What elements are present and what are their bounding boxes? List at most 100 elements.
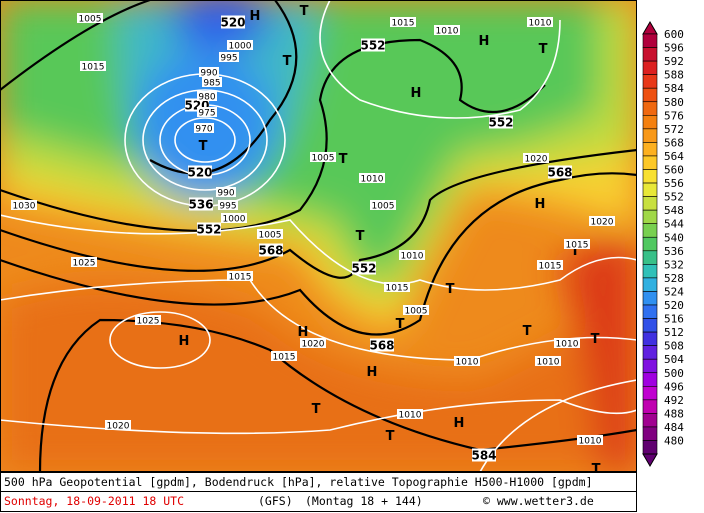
footer-model: (GFS) [258,494,293,508]
colorbar-label: 516 [664,313,684,326]
colorbar-label: 576 [664,109,684,122]
colorbar-label: 540 [664,231,684,244]
pressure-label: 1010 [399,410,422,420]
pressure-label-bg [194,123,214,133]
geopotential-label-bg [472,448,496,462]
pressure-label: 1015 [229,272,252,282]
pressure-label-bg [199,67,219,77]
colorbar-cell [642,331,658,346]
pressure-label: 990 [200,68,217,78]
pressure-label: 995 [220,53,237,63]
pressure-system: T [523,324,532,339]
pressure-label-bg [202,77,222,87]
colorbar-label: 588 [664,69,684,82]
pressure-label: 1020 [525,154,548,164]
colorbar-cell [642,115,658,130]
colorbar-label: 560 [664,164,684,177]
pressure-label-bg [300,338,326,348]
pressure-system: T [386,429,395,444]
pressure-label-bg [370,200,396,210]
colorbar-cell [642,47,658,62]
pressure-label-bg [71,257,97,267]
colorbar-cell [642,304,658,319]
pressure-label-bg [218,200,238,210]
colorbar-label: 580 [664,96,684,109]
colorbar-label: 592 [664,55,684,68]
pressure-system: T [592,462,601,477]
pressure-system: H [454,416,465,431]
pressure-label: 1005 [405,306,428,316]
colorbar-label: 536 [664,245,684,258]
geopotential-label-bg [189,197,213,211]
geopotential-label-bg [361,38,385,52]
pressure-label: 1010 [537,357,560,367]
pressure-system: T [571,244,580,259]
colorbar-arrow-top [642,21,658,35]
colorbar-label: 584 [664,82,684,95]
colorbar-label: 492 [664,394,684,407]
pressure-system: H [367,365,378,380]
pressure-label-bg [537,260,563,270]
colorbar-label: 512 [664,326,684,339]
colorbar-cell [642,209,658,224]
colorbar-cell [642,155,658,170]
geopotential-label: 568 [369,338,394,352]
pressure-label: 1025 [73,258,96,268]
colorbar-label: 480 [664,435,684,448]
colorbar-label: 556 [664,177,684,190]
pressure-system: T [539,42,548,57]
colorbar-label: 600 [664,28,684,41]
pressure-label: 1030 [13,201,36,211]
pressure-label: 1015 [273,352,296,362]
pressure-label: 1015 [539,261,562,271]
geopotential-label: 536 [188,197,213,211]
pressure-label-bg [564,239,590,249]
colorbar-cell [642,182,658,197]
geopotential-label: 584 [471,448,496,462]
pressure-label: 1015 [82,62,105,72]
geopotential-label-bg [188,165,212,179]
colorbar-label: 488 [664,407,684,420]
pressure-label: 1010 [436,26,459,36]
pressure-label-bg [257,229,283,239]
pressure-label-bg [227,271,253,281]
pressure-label: 1020 [107,421,130,431]
pressure-label: 1010 [361,174,384,184]
colorbar-label: 496 [664,380,684,393]
pressure-label-bg [11,200,37,210]
colorbar-cell [642,87,658,103]
colorbar-label: 572 [664,123,684,136]
colorbar-cell [642,74,658,89]
pressure-system: T [396,317,405,332]
geopotential-label-bg [370,338,394,352]
geopotential-label: 552 [196,222,221,236]
geopotential-label: 520 [187,165,212,179]
pressure-label-bg [454,356,480,366]
colorbar-label: 520 [664,299,684,312]
pressure-label: 985 [203,78,220,88]
pressure-label-bg [105,420,131,430]
colorbar-cell [642,372,658,387]
pressure-system: T [591,332,600,347]
geopotential-label-bg [221,15,245,29]
pressure-label-bg [359,173,385,183]
colorbar-label: 552 [664,191,684,204]
colorbar-cell [642,413,658,428]
colorbar-label: 484 [664,421,684,434]
pressure-label: 980 [198,92,215,102]
colorbar-label: 504 [664,353,684,366]
pressure-label: 970 [195,124,212,134]
colorbar-label: 532 [664,258,684,271]
pressure-label-bg [577,435,603,445]
colorbar-label: 564 [664,150,684,163]
colorbar-label: 524 [664,285,684,298]
geopotential-label-bg [197,222,221,236]
colorbar-cell [642,101,658,116]
colorbar-cell [642,169,658,184]
footer-date: Sonntag, 18-09-2011 18 UTC [4,494,184,508]
colorbar-arrow-bottom [642,453,658,468]
geopotential-label-bg [489,115,513,129]
pressure-system: T [356,229,365,244]
colorbar-cell [642,196,658,211]
